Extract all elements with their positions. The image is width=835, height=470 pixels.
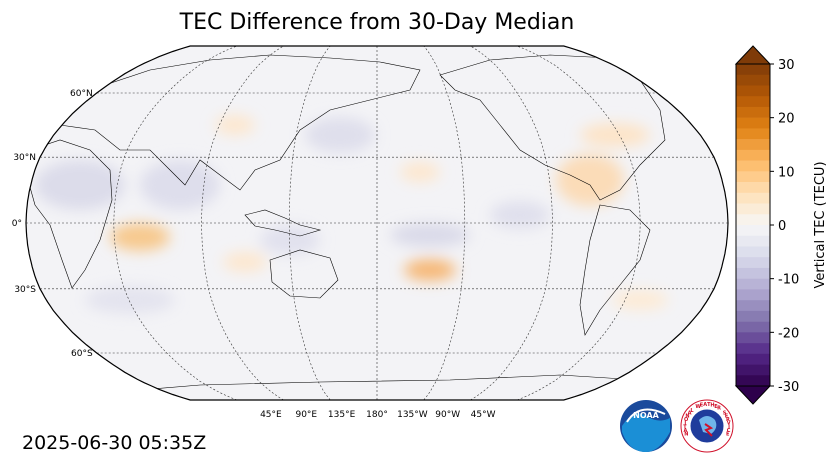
anomaly-south-atlantic: [612, 290, 668, 310]
maritime-continent-outline: [244, 209, 322, 237]
lat-label: 60°N: [70, 89, 93, 99]
meridian-line: [201, 46, 284, 400]
colorbar-extend-max: [734, 45, 772, 65]
anomaly-east-asia: [215, 115, 255, 135]
colorbar-segment: [736, 375, 770, 387]
colorbar-segment: [736, 192, 770, 204]
colorbar-segment: [736, 182, 770, 194]
lon-label: 135°E: [328, 410, 356, 420]
anomaly-east-pacific-neg: [490, 201, 550, 229]
latitude-labels: 60°N 30°N 0° 30°S 60°S: [12, 89, 93, 359]
colorbar-segment: [736, 289, 770, 301]
colorbar-segment: [736, 74, 770, 86]
colorbar: 30 20 10 0 -10 -20 -30 Vertical TEC (TECU): [734, 45, 828, 405]
colorbar-tick-label: 20: [778, 112, 795, 127]
meridian-line: [289, 46, 331, 400]
colorbar-tick-label: 10: [778, 165, 795, 180]
colorbar-segment: [736, 64, 770, 76]
tec-anomaly-field: [35, 115, 668, 314]
colorbar-segment: [736, 106, 770, 118]
greenland-outline: [639, 46, 701, 91]
colorbar-segment: [736, 246, 770, 258]
meridian-line: [516, 46, 641, 400]
anomaly-west-pacific-neg: [305, 117, 375, 153]
colorbar-segment: [736, 235, 770, 247]
colorbar-segment: [736, 278, 770, 290]
colorbar-segment: [736, 332, 770, 344]
colorbar-segment: [736, 128, 770, 140]
colorbar-segment: [736, 85, 770, 97]
anomaly-atlantic-west-africa: [110, 223, 170, 251]
lon-label: 180°: [366, 410, 388, 420]
meridian-line: [423, 46, 466, 400]
colorbar-tick-label: 30: [778, 58, 795, 73]
timestamp: 2025-06-30 05:35Z: [22, 432, 207, 454]
lat-label: 30°S: [14, 285, 36, 295]
colorbar-segment: [736, 149, 770, 161]
colorbar-segment: [736, 225, 770, 237]
anomaly-india-neg: [140, 160, 220, 210]
lat-label: 30°N: [13, 153, 36, 163]
colorbar-segment: [736, 139, 770, 151]
lat-label: 0°: [12, 219, 22, 229]
anomaly-north-atlantic: [580, 123, 650, 147]
anomaly-south-pacific: [404, 259, 456, 281]
coastlines: [27, 46, 701, 396]
colorbar-segment: [736, 171, 770, 183]
colorbar-segment: [736, 267, 770, 279]
lon-label: 45°W: [471, 410, 496, 420]
noaa-logo: NOAA: [620, 400, 672, 452]
anomaly-equatorial-pacific-neg: [390, 223, 470, 247]
longitude-labels: 45°E 90°E 135°E 180° 135°W 90°W 45°W: [260, 410, 496, 420]
noaa-logo-text: NOAA: [633, 411, 659, 420]
colorbar-label: Vertical TEC (TECU): [813, 161, 828, 288]
colorbar-segment: [736, 321, 770, 333]
map-title: TEC Difference from 30-Day Median: [179, 10, 575, 35]
lon-label: 45°E: [260, 410, 282, 420]
colorbar-segment: [736, 203, 770, 215]
colorbar-segment: [736, 257, 770, 269]
colorbar-extend-min: [734, 385, 772, 405]
colorbar-segment: [736, 353, 770, 365]
lon-label: 135°W: [397, 410, 428, 420]
anomaly-south-indian-neg: [85, 286, 175, 314]
colorbar-segment: [736, 300, 770, 312]
anomaly-africa-neg: [35, 160, 125, 210]
map-boundary: [25, 45, 729, 401]
colorbar-segment: [736, 96, 770, 108]
colorbar-tick-label: -30: [778, 380, 799, 395]
lat-label: 60°S: [71, 349, 93, 359]
colorbar-segment: [736, 343, 770, 355]
colorbar-segment: [736, 214, 770, 226]
colorbar-tick-label: -10: [778, 273, 799, 288]
colorbar-segment: [736, 364, 770, 376]
africa-outline: [27, 139, 113, 289]
lon-label: 90°E: [295, 410, 317, 420]
lon-label: 90°W: [435, 410, 460, 420]
meridian-line: [113, 46, 238, 400]
colorbar-tick-label: -20: [778, 326, 799, 341]
anomaly-indian-ocean: [223, 252, 267, 272]
colorbar-tick-label: 0: [778, 219, 786, 234]
south-america-outline: [579, 204, 651, 336]
anomaly-maritime-neg: [260, 225, 320, 255]
graticule-lines: [26, 46, 728, 400]
anomaly-central-america: [556, 154, 624, 206]
colorbar-segment: [736, 310, 770, 322]
colorbar-segment: [736, 160, 770, 172]
colorbar-segment: [736, 117, 770, 129]
anomaly-north-pacific: [400, 162, 440, 182]
eurasia-outline: [39, 54, 421, 191]
meridian-line: [470, 46, 553, 400]
